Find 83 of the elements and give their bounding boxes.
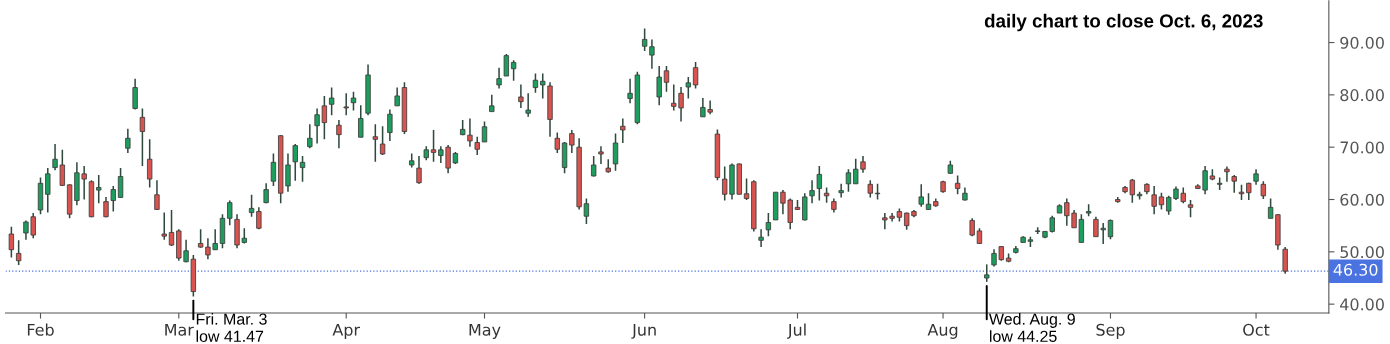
candlestick: [809, 179, 815, 204]
candlestick: [1107, 218, 1114, 241]
candlestick: [96, 174, 102, 204]
candlestick: [984, 263, 990, 283]
candlestick: [161, 211, 167, 241]
candlestick: [117, 167, 124, 199]
candlestick: [8, 225, 15, 259]
candlestick: [15, 239, 22, 266]
x-tick-label: Jun: [631, 323, 656, 339]
candlestick: [598, 145, 604, 165]
candlestick: [481, 120, 488, 143]
candlestick: [591, 155, 597, 178]
annotation: Wed. Aug. 9 low 44.25: [988, 313, 1075, 342]
candlestick: [350, 90, 357, 112]
x-tick-label: Feb: [27, 323, 54, 336]
x-tick-label: Sep: [1096, 323, 1125, 339]
y-tick-label: 80.00: [1340, 89, 1384, 102]
candlestick: [518, 83, 524, 109]
candlestick: [379, 125, 386, 156]
candlestick: [270, 152, 277, 187]
candlestick: [154, 179, 160, 211]
candlestick: [394, 86, 400, 107]
x-tick-label: May: [469, 323, 501, 339]
candlestick: [496, 66, 502, 90]
candlestick: [620, 117, 626, 144]
candlestick: [343, 92, 349, 117]
candlestick: [227, 199, 233, 226]
candlestick: [692, 61, 699, 90]
candlestick: [139, 107, 146, 167]
candlestick: [168, 209, 175, 247]
candlestick: [467, 117, 473, 148]
candlestick: [838, 183, 844, 199]
candlestick: [110, 185, 116, 213]
y-tick-label: 90.00: [1340, 36, 1384, 49]
y-tick-label: 70.00: [1340, 141, 1384, 154]
candlestick: [430, 129, 437, 163]
x-tick-label: Apr: [332, 323, 361, 339]
x-tick-label: Mar: [165, 323, 194, 336]
candlestick: [307, 123, 313, 149]
candlestick: [248, 194, 255, 218]
text: daily chart to close Oct. 6, 2023: [984, 13, 1263, 32]
y-tick-label: 60.00: [1340, 193, 1384, 206]
candlestick: [372, 123, 378, 163]
x-tick-label: Aug: [927, 323, 958, 339]
candlestick: [532, 72, 539, 94]
candlestick: [1224, 165, 1230, 183]
candlestick: [765, 212, 772, 237]
candlestick: [802, 192, 808, 222]
candlestick: [663, 65, 670, 93]
candlestick: [845, 168, 852, 193]
candlestick: [336, 119, 342, 149]
candlestick: [656, 65, 662, 107]
candlestick: [525, 92, 531, 118]
candlestick: [758, 228, 764, 248]
candlestick: [45, 167, 51, 214]
candlestick: [554, 131, 560, 154]
candlestick: [299, 155, 306, 183]
candlestick: [292, 143, 298, 182]
candlestick: [358, 104, 364, 139]
candlestick: [125, 128, 131, 154]
y-tick-label: 40.00: [1340, 298, 1384, 311]
x-tick-label: Jul: [787, 323, 806, 339]
candlestick: [816, 165, 822, 202]
candlestick: [147, 138, 153, 189]
candlestick: [510, 59, 517, 82]
annotation: Fri. Mar. 3 low 41.47: [196, 313, 267, 342]
candlestick: [1151, 185, 1157, 215]
candlestick: [132, 77, 138, 111]
candlestick: [954, 174, 961, 196]
candlestick: [569, 129, 575, 154]
y-tick-label: 50.00: [1340, 246, 1384, 259]
candlestick: [612, 132, 619, 172]
candlestick: [387, 108, 393, 142]
candlestick: [685, 76, 691, 100]
candlestick: [328, 86, 335, 117]
x-tick-label: Oct: [1243, 323, 1270, 336]
candlestick: [1282, 246, 1288, 275]
candlestick: [503, 53, 510, 77]
candlestick: [918, 183, 924, 208]
candlestick: [474, 135, 480, 156]
ref-line-label: 46.30: [1333, 263, 1378, 276]
candlestick: [743, 177, 750, 201]
candlestick: [416, 155, 422, 185]
